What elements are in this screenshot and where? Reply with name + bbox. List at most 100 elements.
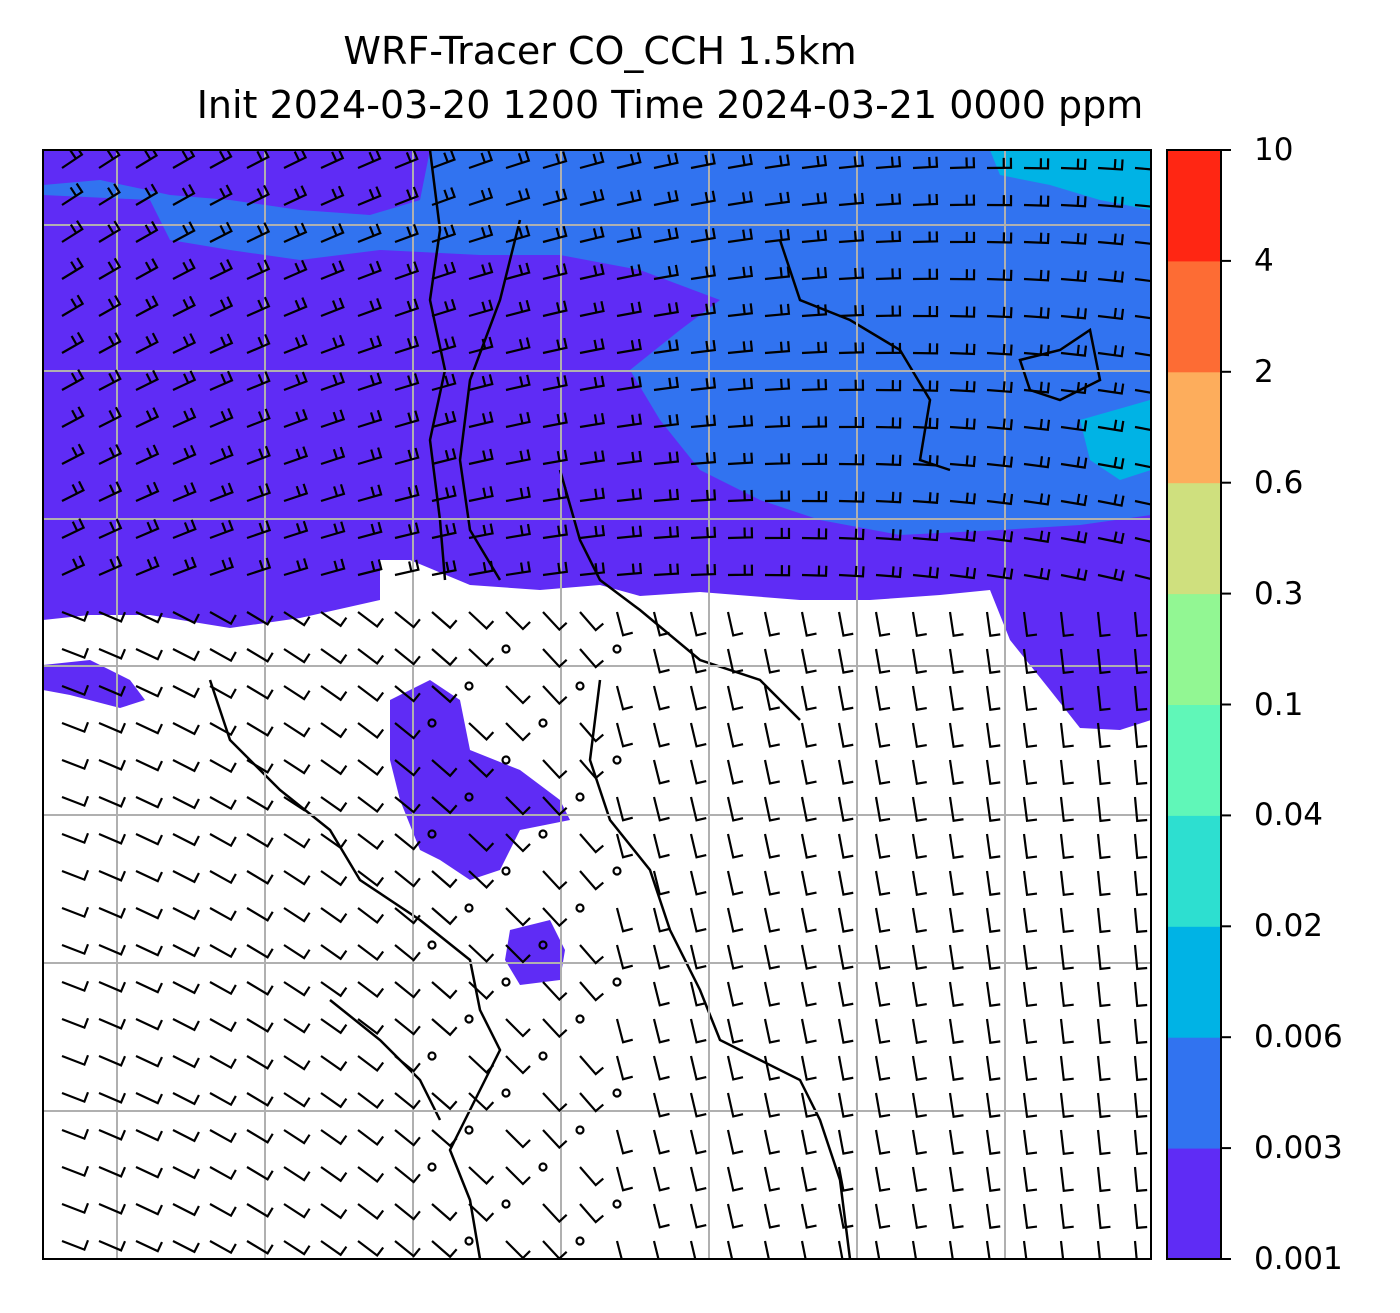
wind-barb xyxy=(209,408,234,429)
wind-barb xyxy=(579,648,604,669)
wind-barb xyxy=(579,487,606,503)
wind-barb xyxy=(1133,1018,1148,1045)
wind-barb xyxy=(911,981,927,1007)
wind-barb xyxy=(394,559,420,577)
wind-barb xyxy=(986,492,1014,506)
wind-barb xyxy=(800,944,817,970)
wind-barb xyxy=(800,981,817,1007)
wind-barb xyxy=(1096,1166,1111,1193)
wind-barb xyxy=(135,183,159,206)
wind-barb xyxy=(283,1018,311,1034)
map-panel xyxy=(43,150,1151,1259)
wind-barb xyxy=(431,150,456,170)
wind-barb xyxy=(763,1018,780,1044)
wind-barb xyxy=(763,648,780,674)
wind-barb xyxy=(949,380,976,393)
wind-barb xyxy=(431,410,457,429)
wind-barb xyxy=(431,485,457,503)
wind-barb xyxy=(764,453,791,466)
wind-barb xyxy=(172,1055,200,1069)
wind-barb xyxy=(320,558,346,577)
wind-barb xyxy=(949,492,976,505)
wind-barb xyxy=(1096,611,1111,638)
wind-barb xyxy=(246,296,271,318)
wind-barb xyxy=(135,1055,163,1068)
wind-calm-marker xyxy=(575,681,585,691)
wind-barb xyxy=(579,1055,604,1076)
wind-barb xyxy=(579,189,605,207)
wind-calm-marker xyxy=(427,1162,437,1172)
wind-barb xyxy=(61,721,90,734)
wind-barb xyxy=(246,1166,274,1181)
wind-barb xyxy=(542,685,568,706)
wind-barb xyxy=(542,412,568,429)
colorbar-tick-label: 0.04 xyxy=(1254,797,1324,834)
wind-barb xyxy=(652,944,670,970)
wind-barb xyxy=(948,907,964,933)
wind-barb xyxy=(690,339,717,355)
wind-barb xyxy=(985,1092,1001,1119)
wind-calm-marker xyxy=(575,1014,585,1024)
wind-barb xyxy=(1059,1240,1065,1259)
wind-barb xyxy=(1096,722,1111,749)
wind-barb xyxy=(1022,1055,1038,1082)
wind-barb xyxy=(505,337,531,355)
wind-barb xyxy=(837,685,854,711)
wind-barb xyxy=(800,907,817,933)
wind-barb xyxy=(875,342,902,355)
wind-barb xyxy=(837,759,854,785)
wind-barb xyxy=(985,796,1001,823)
wind-barb xyxy=(357,759,385,777)
wind-barb xyxy=(320,372,346,392)
wind-barb xyxy=(912,417,939,430)
wind-barb xyxy=(61,150,84,169)
wind-barb xyxy=(726,1055,744,1081)
wind-barb xyxy=(468,411,494,429)
wind-barb xyxy=(542,263,568,281)
wind-barb xyxy=(1133,1203,1148,1230)
wind-barb xyxy=(1022,648,1038,675)
wind-barb xyxy=(172,519,197,540)
wind-barb xyxy=(653,302,679,318)
wind-barb xyxy=(394,870,421,888)
wind-barb xyxy=(209,296,234,317)
wind-barb xyxy=(874,611,891,637)
wind-barb xyxy=(135,907,163,920)
wind-barb xyxy=(505,262,531,281)
wind-barb xyxy=(357,833,385,851)
wind-barb xyxy=(172,221,196,243)
wind-barb xyxy=(172,258,196,280)
wind-barb xyxy=(874,1166,891,1192)
wind-barb xyxy=(690,526,717,540)
wind-barb xyxy=(320,833,348,850)
wind-barb xyxy=(394,1166,421,1184)
wind-barb xyxy=(874,722,891,748)
wind-barb xyxy=(838,155,865,170)
wind-barb xyxy=(542,907,568,928)
wind-barb xyxy=(616,152,642,170)
tracer-region-high xyxy=(990,150,1151,210)
wind-barb xyxy=(615,611,634,637)
wind-barb xyxy=(1060,493,1088,507)
wind-barb xyxy=(652,796,670,822)
wind-barb xyxy=(394,759,421,777)
wind-barb xyxy=(1096,944,1111,971)
wind-barb xyxy=(98,183,121,206)
wind-barb xyxy=(911,870,927,896)
wind-barb xyxy=(837,1092,854,1118)
wind-barb xyxy=(394,1203,421,1221)
wind-barb xyxy=(949,343,976,356)
wind-barb xyxy=(172,333,197,354)
wind-barb xyxy=(837,1203,854,1229)
wind-barb xyxy=(209,1240,237,1255)
wind-barb xyxy=(948,1166,964,1192)
wind-barb xyxy=(61,331,85,354)
wind-barb xyxy=(837,1240,844,1259)
wind-barb xyxy=(689,1092,707,1118)
wind-barb xyxy=(246,445,271,466)
wind-barb xyxy=(431,448,457,466)
wind-barb xyxy=(357,1055,385,1073)
wind-barb xyxy=(764,154,790,170)
wind-barb xyxy=(1059,981,1074,1008)
wind-barb xyxy=(1059,1055,1074,1082)
